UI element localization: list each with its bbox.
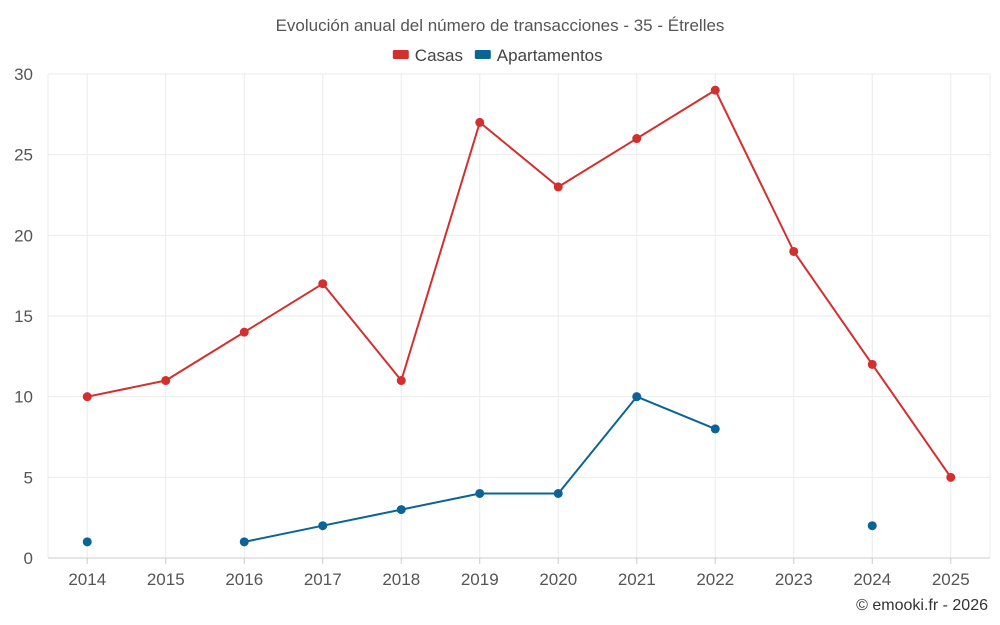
series-line-casas [87, 89, 952, 478]
grid [47, 73, 991, 558]
data-point-casas[interactable] [396, 376, 406, 386]
legend-label-casas[interactable]: Casas [415, 46, 463, 65]
data-point-casas[interactable] [318, 279, 328, 289]
x-tick-label: 2024 [853, 570, 891, 589]
y-tick-label: 10 [14, 388, 33, 407]
y-tick-label: 0 [24, 549, 33, 568]
legend: Casas Apartamentos [392, 46, 603, 65]
data-point-casas[interactable] [239, 327, 249, 337]
data-point-casas[interactable] [867, 359, 877, 369]
x-tick-label: 2021 [618, 570, 656, 589]
data-point-casas[interactable] [475, 117, 485, 127]
data-point-casas[interactable] [789, 246, 799, 256]
x-tick-label: 2016 [225, 570, 263, 589]
y-tick-label: 15 [14, 307, 33, 326]
data-point-casas[interactable] [161, 376, 171, 386]
y-tick-label: 5 [24, 468, 33, 487]
data-point-apartamentos[interactable] [396, 505, 406, 515]
chart-title: Evolución anual del número de transaccio… [276, 16, 725, 35]
data-point-apartamentos[interactable] [318, 521, 328, 531]
data-point-casas[interactable] [946, 472, 956, 482]
data-point-casas[interactable] [632, 134, 642, 144]
x-tick-label: 2014 [68, 570, 106, 589]
x-tick-label: 2020 [539, 570, 577, 589]
x-tick-label: 2019 [461, 570, 499, 589]
x-tick-label: 2025 [932, 570, 970, 589]
credit-text: © emooki.fr - 2026 [856, 597, 988, 614]
x-tick-label: 2022 [696, 570, 734, 589]
data-point-apartamentos[interactable] [239, 537, 249, 547]
data-point-apartamentos[interactable] [867, 521, 877, 531]
x-tick-label: 2023 [775, 570, 813, 589]
data-point-casas[interactable] [82, 392, 92, 402]
y-axis: 0 5 10 15 20 25 30 [14, 65, 33, 568]
data-point-apartamentos[interactable] [475, 488, 485, 498]
data-point-apartamentos[interactable] [632, 392, 642, 402]
series-layer [82, 85, 956, 547]
legend-label-apartamentos[interactable]: Apartamentos [497, 46, 603, 65]
x-tick-label: 2017 [304, 570, 342, 589]
y-tick-label: 20 [14, 226, 33, 245]
data-point-casas[interactable] [553, 182, 563, 192]
data-point-apartamentos[interactable] [553, 488, 563, 498]
data-point-casas[interactable] [710, 85, 720, 95]
data-point-apartamentos[interactable] [710, 424, 720, 434]
y-tick-label: 25 [14, 146, 33, 165]
x-tick-label: 2015 [147, 570, 185, 589]
data-point-apartamentos[interactable] [82, 537, 92, 547]
x-tick-label: 2018 [382, 570, 420, 589]
legend-swatch-casas [392, 50, 409, 59]
x-axis: 2014 2015 2016 2017 2018 2019 2020 2021 2022 2023… [48, 557, 990, 589]
y-tick-label: 30 [14, 65, 33, 84]
legend-swatch-apartamentos [474, 50, 491, 59]
